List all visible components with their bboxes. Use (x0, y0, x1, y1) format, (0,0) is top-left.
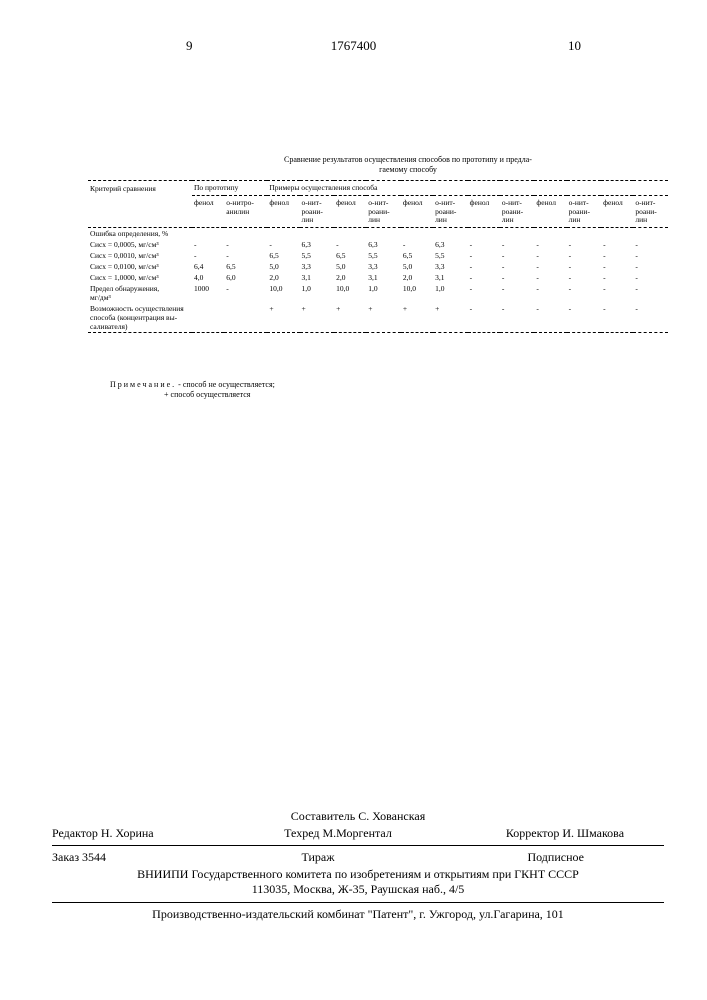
sub-onitro-4: о-нит-роани-лин (433, 196, 468, 228)
sub-phenol-5: фенол (468, 196, 500, 228)
page-num-right: 10 (568, 38, 581, 54)
footnote-plus: + способ осуществляется (164, 390, 250, 399)
subscription: Подписное (407, 850, 664, 865)
corrector: Корректор И. Шмакова (433, 826, 664, 841)
table-title: Сравнение результатов осуществления спос… (248, 155, 568, 174)
header-proto: По прототипу (192, 181, 267, 196)
sub-onitro-6: о-нит-роани-лин (567, 196, 602, 228)
row-label: Cисх = 0,0005, мг/см³ (88, 239, 192, 250)
header-criterion: Критерий сравнения (88, 181, 192, 228)
footnote-minus: - способ не осуществляется; (178, 380, 275, 389)
composer: Составитель С. Хованская (52, 809, 664, 824)
techred: Техред М.Моргентал (243, 826, 434, 841)
header-impl: Примеры осуществления способа (267, 181, 668, 196)
table-row: Cисх = 0,0010, мг/см³ - - 6,5 5,5 6,5 5,… (88, 250, 668, 261)
tirage: Тираж (229, 850, 406, 865)
editor: Редактор Н. Хорина (52, 826, 243, 841)
sub-phenol-6: фенол (534, 196, 566, 228)
divider (52, 902, 664, 903)
sub-onitro-3: о-нит-роани-лин (366, 196, 401, 228)
vniipi-line2: 113035, Москва, Ж-35, Раушская наб., 4/5 (52, 882, 664, 898)
order-number: Заказ 3544 (52, 850, 229, 865)
vniipi-line1: ВНИИПИ Государственного комитета по изоб… (52, 867, 664, 883)
row-label: Cисх = 0,0100, мг/см³ (88, 261, 192, 272)
patent-number: 1767400 (331, 38, 377, 54)
footer-block: Составитель С. Хованская Редактор Н. Хор… (52, 809, 664, 922)
footnote-lead: Примечание. (110, 380, 176, 389)
sub-phenol-3: фенол (334, 196, 366, 228)
table-row: Предел обнаружения,мг/дм³ 1000 - 10,0 1,… (88, 283, 668, 303)
sub-onitro-5: о-нит-роани-лин (500, 196, 535, 228)
section-error: Ошибка определения, % (88, 228, 668, 240)
page-num-left: 9 (186, 38, 193, 54)
section-detection: Предел обнаружения,мг/дм³ (88, 283, 192, 303)
sub-phenol-1: фенол (192, 196, 224, 228)
table-row: Возможность осуществленияспособа (концен… (88, 303, 668, 333)
sub-phenol-7: фенол (601, 196, 633, 228)
table-row: Cисх = 0,0005, мг/см³ - - - 6,3 - 6,3 - … (88, 239, 668, 250)
table-footnote: Примечание. - способ не осуществляется; … (110, 380, 275, 401)
sub-phenol-4: фенол (401, 196, 433, 228)
section-possibility: Возможность осуществленияспособа (концен… (88, 303, 192, 333)
sub-onitro-1: о-нитро-анилин (224, 196, 267, 228)
sub-onitro-2: о-нит-роани-лин (300, 196, 335, 228)
table-row: Cисх = 1,0000, мг/см³ 4,0 6,0 2,0 3,1 2,… (88, 272, 668, 283)
sub-onitro-7: о-нит-роани-лин (633, 196, 668, 228)
production-info: Производственно-издательский комбинат "П… (52, 907, 664, 922)
row-label: Cисх = 1,0000, мг/см³ (88, 272, 192, 283)
table-row: Cисх = 0,0100, мг/см³ 6,4 6,5 5,0 3,3 5,… (88, 261, 668, 272)
divider (52, 845, 664, 846)
row-label: Cисх = 0,0010, мг/см³ (88, 250, 192, 261)
sub-phenol-2: фенол (267, 196, 299, 228)
comparison-table: Критерий сравнения По прототипу Примеры … (88, 180, 668, 333)
